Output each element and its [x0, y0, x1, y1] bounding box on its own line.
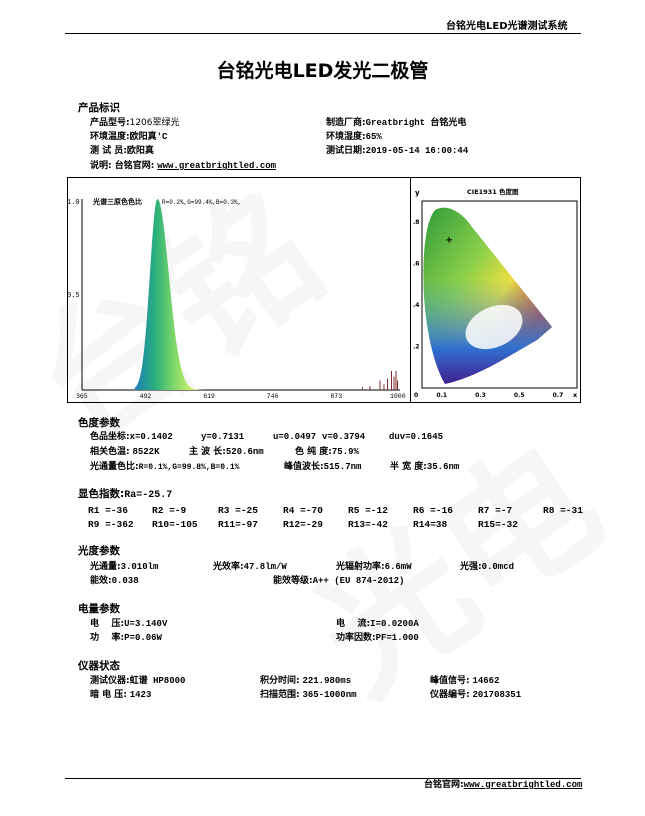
- device-row: 测试仪器:虹谱 HP8000: [90, 676, 186, 686]
- cie-chart: CIE1931 色度图 y .8 .6 .4 .2 0 0.1 0.3 0.5 0.7 x: [413, 187, 578, 399]
- purity-row: 色 纯 度:75.9%: [295, 447, 359, 457]
- temp-row: 环境温度:欧阳真'C: [90, 132, 168, 142]
- peak-row: 峰值波长:515.7nm: [284, 462, 362, 472]
- pf-row: 功率因数:PF=1.000: [336, 633, 419, 643]
- cri-item: R13=-42: [348, 519, 388, 530]
- flux-ratio-row: 光通量色比:R=0.1%,G=99.8%,B=0.1%: [90, 462, 240, 472]
- note-row: 说明: 台铭官网: www.greatbrightled.com: [90, 161, 277, 171]
- cie-white-region: [465, 304, 523, 350]
- cie-y-tick: .4: [413, 302, 419, 309]
- model-row: 产品型号:1206翠绿光: [90, 118, 180, 128]
- cie-x-label: x: [573, 391, 578, 399]
- maker-row: 制造厂商:Greatbright 台铭光电: [326, 118, 467, 128]
- dark-row: 暗 电 压: 1423: [90, 690, 152, 700]
- x-tick-label: 492: [140, 393, 152, 400]
- cie-y-tick: .6: [413, 260, 419, 267]
- current-row: 电 流:I=0.0200A: [336, 619, 419, 629]
- section-chroma: 色度参数: [78, 417, 120, 429]
- cie-y-tick: .2: [413, 343, 419, 350]
- cie-title: CIE1931 色度图: [467, 187, 519, 196]
- grade-row: 能效等级:A++ (EU 874-2012): [273, 576, 405, 586]
- cri-item: R12=-29: [283, 519, 323, 530]
- footer-link[interactable]: www.greatbrightled.com: [463, 780, 583, 790]
- radiant-row: 光辐射功率:6.6mW: [336, 562, 412, 572]
- cri-item: R4 =-70: [283, 505, 323, 516]
- coord-duv: duv=0.1645: [389, 432, 444, 442]
- x-tick-label: 873: [330, 393, 342, 400]
- cie-x-tick: 0.3: [475, 392, 486, 399]
- cri-item: R5 =-12: [348, 505, 388, 516]
- cri-item: R15=-32: [478, 519, 518, 530]
- power-row: 功 率:P=0.06W: [90, 633, 162, 643]
- peak-signal-row: 峰值信号: 14662: [430, 676, 500, 686]
- cie-y-label: y: [415, 189, 420, 197]
- coord-y: y=0.7131: [201, 432, 245, 442]
- cri-item: R9 =-362: [88, 519, 134, 530]
- date-row: 测试日期:2019-05-14 16:00:44: [326, 146, 469, 156]
- cri-item: R7 =-7: [478, 505, 513, 516]
- cie-x-tick: 0: [414, 392, 418, 399]
- dominant-row: 主 波 长:520.6nm: [189, 447, 264, 457]
- chart-border: [67, 177, 581, 403]
- spectrum-chart: 1.0 0.5 365 492 619 746 873 1000 光谱三原色色比 R=0.…: [67, 197, 406, 400]
- coord-v: v=0.3794: [322, 432, 366, 442]
- cie-x-tick: 0.7: [553, 392, 564, 399]
- serial-row: 仪器编号: 201708351: [430, 690, 522, 700]
- energy-row: 能效:0.038: [90, 576, 139, 586]
- intensity-row: 光强:0.0mcd: [460, 562, 515, 572]
- section-product: 产品标识: [78, 102, 120, 114]
- cie-x-tick: 0.1: [436, 392, 447, 399]
- cie-y-tick: .8: [413, 219, 419, 226]
- halfwidth-row: 半 宽 度:35.6nm: [390, 462, 460, 472]
- coord-row: 色品坐标:x=0.1402: [90, 432, 173, 442]
- section-photometric: 光度参数: [78, 545, 120, 557]
- cri-item: R2 =-9: [152, 505, 187, 516]
- cie-x-tick: 0.5: [514, 392, 525, 399]
- x-tick-label: 1000: [390, 393, 406, 400]
- cri-item: R6 =-16: [413, 505, 453, 516]
- website-link[interactable]: www.greatbrightled.com: [157, 161, 277, 171]
- cri-item: R1 =-36: [88, 505, 128, 516]
- coord-u: u=0.0497: [273, 432, 317, 442]
- cri-item: R11=-97: [218, 519, 258, 530]
- cri-item: R8 =-31: [543, 505, 583, 516]
- efficacy-row: 光效率:47.8lm/W: [213, 562, 287, 572]
- cie-blue-region: [423, 207, 552, 384]
- ratio-label: 光谱三原色色比: [92, 197, 142, 206]
- header-divider: [65, 33, 581, 34]
- cie-point-marker: [446, 236, 453, 243]
- chart-panel: 1.0 0.5 365 492 619 746 873 1000 光谱三原色色比 R=0.…: [67, 177, 581, 403]
- humidity-row: 环境湿度:65%: [326, 132, 382, 142]
- cct-row: 相关色温: 8522K: [90, 447, 160, 457]
- section-instrument: 仪器状态: [78, 660, 120, 672]
- y-tick-1.0: 1.0: [67, 199, 80, 207]
- x-tick-label: 619: [203, 393, 215, 400]
- flux-row: 光通量:3.010lm: [90, 562, 159, 572]
- section-electrical: 电量参数: [78, 603, 120, 615]
- cri-item: R10=-105: [152, 519, 198, 530]
- x-tick-label: 746: [267, 393, 279, 400]
- y-tick-0.5: 0.5: [67, 292, 80, 300]
- range-row: 扫描范围: 365-1000nm: [260, 690, 357, 700]
- cie-frame: [421, 200, 578, 389]
- spectrum-curve: [134, 199, 205, 390]
- spectrum-noise: [361, 370, 398, 390]
- page-title: 台铭光电LED发光二极管: [216, 60, 429, 82]
- tester-row: 测 试 员:欧阳真: [90, 146, 154, 156]
- cri-item: R3 =-25: [218, 505, 258, 516]
- x-tick-label: 365: [76, 393, 88, 400]
- voltage-row: 电 压:U=3.140V: [90, 619, 168, 629]
- integration-row: 积分时间: 221.980ms: [260, 676, 352, 686]
- footer: 台铭官网:www.greatbrightled.com: [424, 780, 583, 790]
- cri-item: R14=38: [413, 519, 448, 530]
- ratio-value: R=0.2%,G=99.4%,B=0.3%,: [162, 199, 241, 206]
- system-title: 台铭光电LED光谱测试系统: [446, 21, 568, 32]
- cri-row: 显色指数:Ra=-25.7: [78, 488, 173, 502]
- footer-divider: [65, 778, 581, 779]
